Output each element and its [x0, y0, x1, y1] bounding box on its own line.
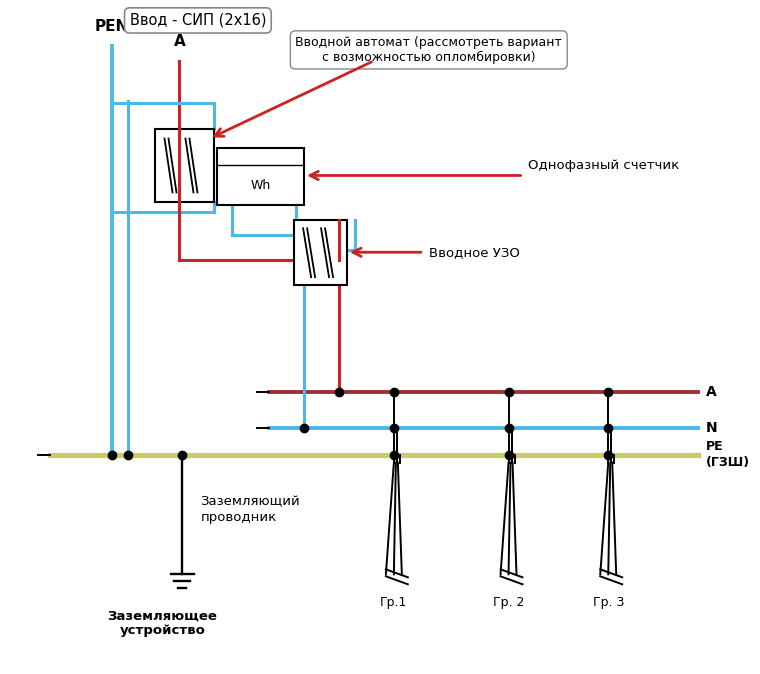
Text: PEN: PEN	[94, 19, 128, 34]
Text: Однофазный счетчик: Однофазный счетчик	[528, 159, 679, 172]
Text: Заземляющий
проводник: Заземляющий проводник	[201, 495, 300, 524]
Text: N: N	[706, 421, 717, 435]
Text: Wh: Wh	[251, 179, 271, 192]
Text: Гр. 2: Гр. 2	[492, 596, 524, 609]
Text: Гр.1: Гр.1	[380, 596, 407, 609]
Text: A: A	[173, 34, 185, 49]
Text: PE
(ГЗШ): PE (ГЗШ)	[706, 440, 750, 469]
Text: Гр. 3: Гр. 3	[593, 596, 624, 609]
Text: Ввод - СИП (2x16): Ввод - СИП (2x16)	[130, 13, 266, 28]
Text: Вводной автомат (рассмотреть вариант
с возможностью опломбировки): Вводной автомат (рассмотреть вариант с в…	[296, 36, 562, 64]
Bar	[154, 129, 214, 202]
Bar	[217, 148, 304, 206]
Bar	[294, 220, 347, 285]
Text: Вводное УЗО: Вводное УЗО	[429, 246, 520, 259]
Text: Заземляющее
устройство: Заземляющее устройство	[108, 609, 217, 637]
Text: А: А	[706, 385, 717, 399]
